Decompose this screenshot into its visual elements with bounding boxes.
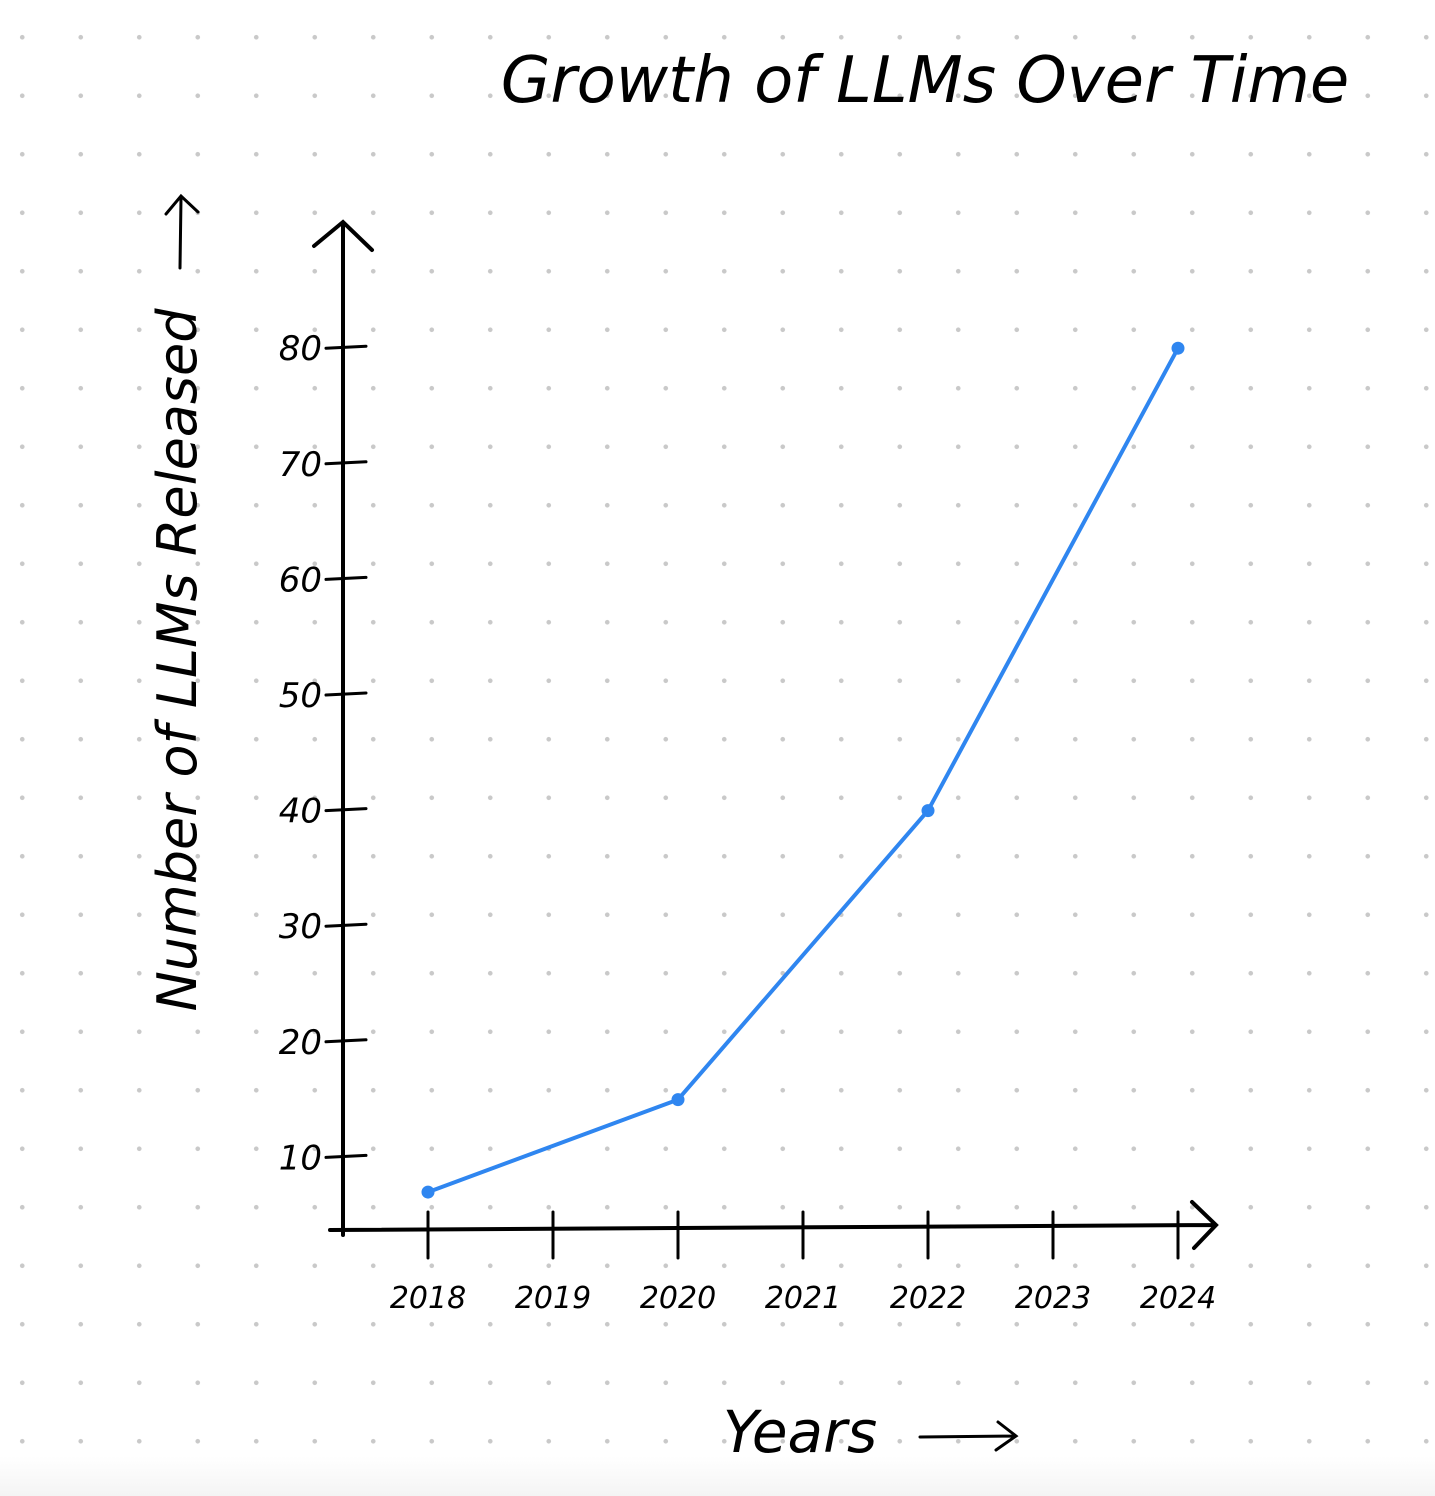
y-tick-mark [324,1153,368,1159]
y-tick-label: 30 [279,907,322,947]
y-tick-mark [324,344,368,350]
y-label-arrow-icon [164,193,200,270]
x-tick-label: 2021 [765,1281,841,1316]
y-tick-mark [324,460,368,466]
y-tick-label: 40 [279,792,322,832]
x-tick-label: 2022 [890,1281,966,1316]
y-tick-label: 80 [279,329,322,369]
y-axis-line [312,219,374,1237]
data-point [671,1093,685,1107]
data-point [1171,341,1185,355]
y-tick-mark [324,691,368,697]
y-tick-mark [324,575,368,581]
x-label-arrow-icon [918,1420,1019,1452]
y-tick-mark [324,807,368,813]
y-tick-label: 60 [279,560,322,600]
data-point [421,1185,435,1199]
y-tick-label: 70 [279,445,322,485]
x-axis-line [328,1200,1219,1250]
x-tick-label: 2019 [515,1281,591,1316]
y-axis-label: Number of LLMs Released [146,308,209,1012]
chart-title: Growth of LLMs Over Time [501,44,1350,118]
x-axis-label: Years [723,1398,877,1466]
y-tick-mark [324,922,368,928]
series-line [427,347,1180,1194]
x-tick-label: 2020 [640,1281,716,1316]
x-tick-label: 2024 [1140,1281,1216,1316]
x-tick-label: 2023 [1015,1281,1091,1316]
data-point [921,804,935,818]
x-tick-label: 2018 [390,1281,466,1316]
page-bottom-fade [0,1456,1435,1496]
y-tick-label: 20 [279,1023,322,1063]
y-tick-label: 10 [279,1138,322,1178]
y-tick-label: 50 [279,676,322,716]
y-tick-mark [324,1038,368,1044]
